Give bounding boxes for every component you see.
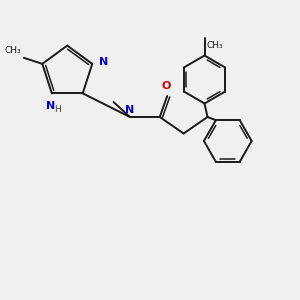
Text: O: O — [162, 81, 171, 91]
Text: N: N — [99, 57, 108, 67]
Text: CH₃: CH₃ — [4, 46, 21, 56]
Text: N: N — [46, 101, 55, 111]
Text: H: H — [54, 105, 61, 114]
Text: CH₃: CH₃ — [206, 40, 223, 50]
Text: N: N — [125, 105, 135, 115]
